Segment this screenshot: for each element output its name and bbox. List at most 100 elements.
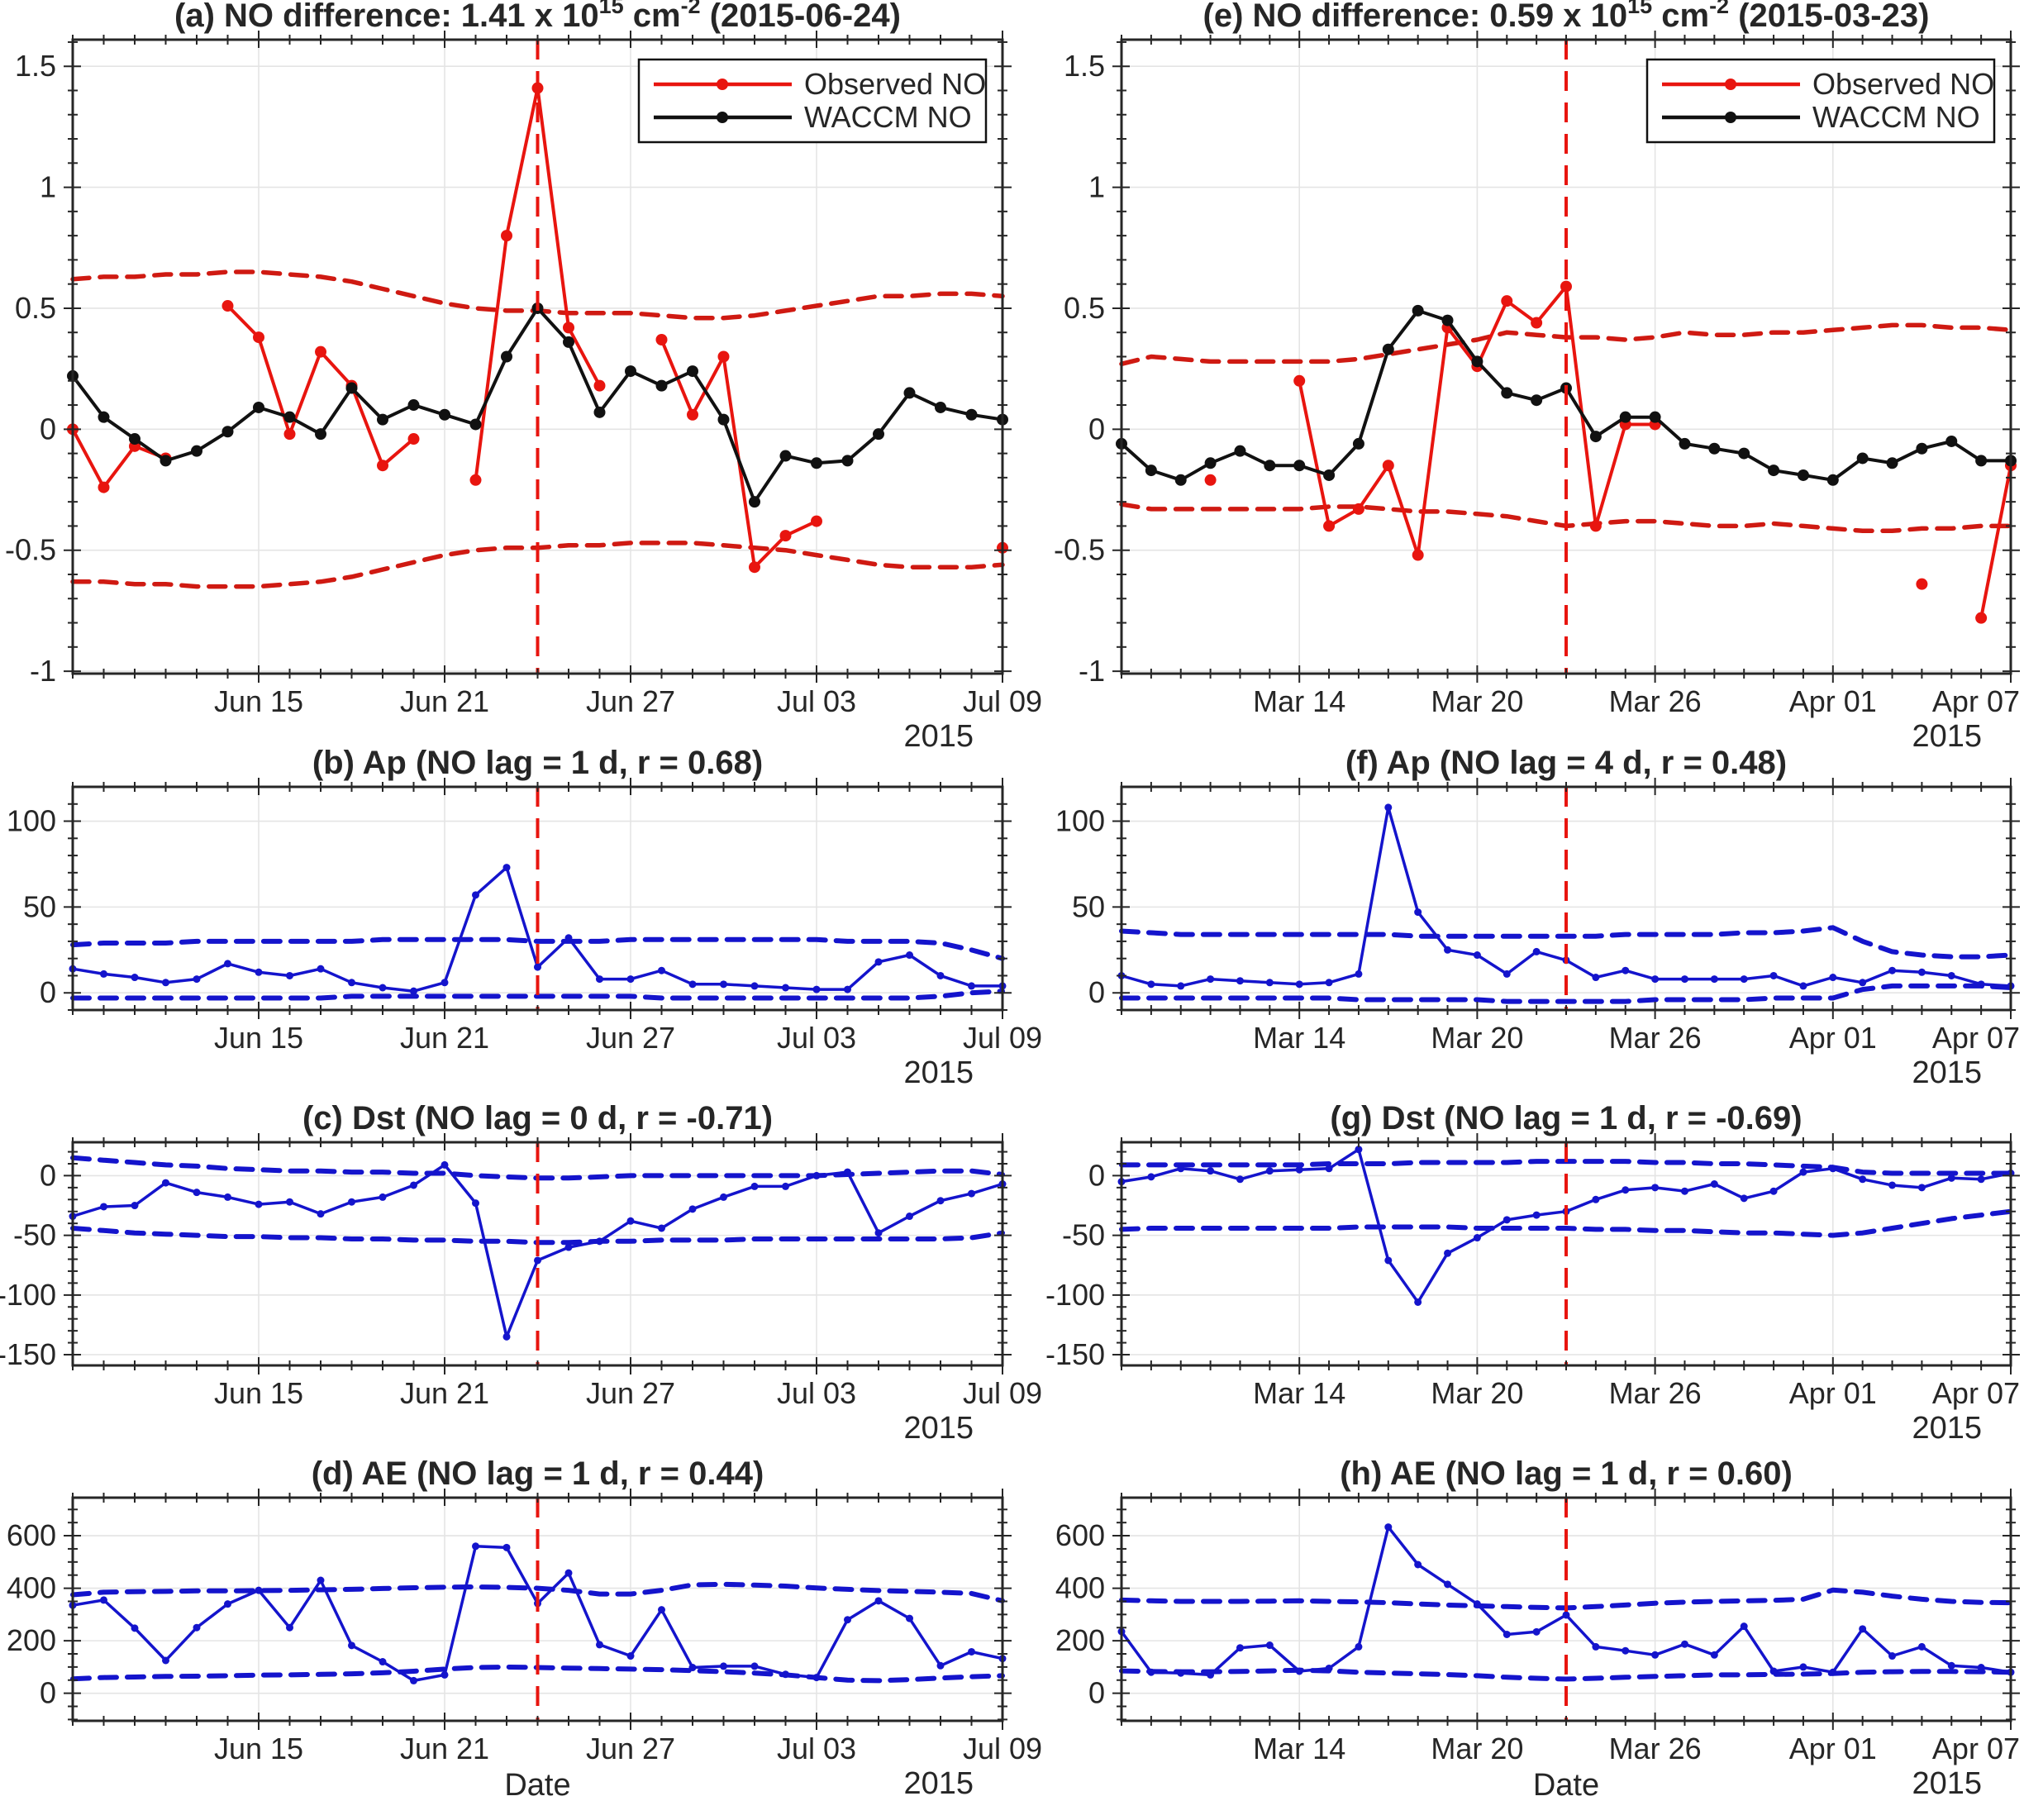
panel-b-marker-index	[224, 960, 231, 968]
panel-c-marker-index	[162, 1179, 169, 1187]
panel-f-marker-index	[1384, 803, 1393, 812]
panel-f-marker-index	[1829, 974, 1837, 982]
panel-b-marker-index	[255, 968, 263, 976]
panel-f-xtick: Mar 14	[1253, 1021, 1345, 1055]
panel-h-marker-index	[1532, 1627, 1541, 1636]
panel-a-xtick: Jun 27	[586, 684, 675, 718]
panel-h-series-lower-bound	[1119, 1667, 2013, 1682]
panel-h-marker-index	[1947, 1661, 1955, 1670]
panel-b-marker-index	[131, 974, 139, 982]
panel-d-marker-index	[596, 1641, 603, 1649]
panel-f-marker-index	[1444, 946, 1452, 954]
panel-c-marker-index	[626, 1217, 635, 1225]
legend-label: WACCM NO	[804, 100, 972, 134]
panel-d-marker-index	[782, 1670, 789, 1679]
panel-a-marker-waccm	[593, 406, 606, 418]
panel-h-marker-index	[1592, 1642, 1600, 1651]
panel-b-marker-index	[658, 966, 665, 974]
panel-h-xtick: Apr 01	[1789, 1732, 1877, 1765]
legend-marker-icon	[717, 112, 728, 123]
panel-e-marker-observed	[1412, 549, 1424, 561]
panel-f-year-label: 2015	[1912, 1055, 1982, 1090]
panel-d-marker-index	[688, 1664, 697, 1672]
panel-f-marker-index	[1295, 980, 1303, 989]
panel-g-marker-index	[1947, 1174, 1955, 1182]
panel-b-marker-index	[782, 984, 789, 992]
panel-a-marker-waccm	[749, 496, 760, 508]
panel-a-marker-waccm	[563, 336, 574, 348]
panel-f-marker-index	[1592, 974, 1600, 982]
panel-b-marker-index	[906, 951, 913, 960]
panel-d-xlabel: Date	[504, 1768, 570, 1803]
panel-e-marker-waccm	[1145, 465, 1157, 477]
panel-b-marker-index	[317, 965, 325, 973]
panel-d-marker-index	[255, 1586, 263, 1594]
panel-c-marker-index	[317, 1210, 325, 1218]
panel-e-marker-observed	[1382, 460, 1394, 472]
panel-f-xtick: Mar 26	[1609, 1021, 1702, 1055]
panel-h-marker-index	[1829, 1668, 1837, 1676]
panel-g-marker-index	[1888, 1181, 1897, 1189]
panel-c-marker-index	[255, 1200, 263, 1208]
panel-f-xtick: Apr 07	[1932, 1021, 2020, 1055]
panel-a-marker-observed	[501, 230, 512, 242]
panel-c-xtick: Jul 03	[777, 1376, 856, 1410]
panel-e-marker-observed	[1323, 520, 1336, 532]
panel-a-marker-observed	[811, 515, 822, 527]
panel-g-marker-index	[1355, 1146, 1363, 1154]
panel-f-marker-index	[1917, 968, 1926, 976]
panel-h-xtick: Mar 26	[1609, 1732, 1702, 1765]
panel-c-marker-index	[906, 1213, 913, 1221]
panel-f-marker-index	[1977, 980, 1985, 989]
panel-g-marker-index	[1917, 1184, 1926, 1192]
panel-b-marker-index	[534, 963, 541, 971]
panel-c-marker-index	[410, 1181, 417, 1189]
panel-g-marker-index	[1147, 1173, 1155, 1181]
panel-e-marker-waccm	[1649, 411, 1661, 423]
panel-h-marker-index	[1740, 1622, 1748, 1631]
panel-b-title: (b) Ap (NO lag = 1 d, r = 0.68)	[312, 745, 763, 781]
panel-g-ytick: 0	[1088, 1158, 1105, 1192]
panel-g-marker-index	[1740, 1194, 1748, 1203]
panel-b-marker-index	[812, 985, 821, 993]
panel-f-marker-index	[1236, 977, 1244, 985]
panel-g-series-upper-bound	[1119, 1159, 2013, 1176]
panel-a-ytick: -1	[30, 654, 56, 688]
panel-d-marker-index	[224, 1600, 231, 1608]
panel-f-marker-index	[1799, 982, 1807, 990]
panel-e-marker-observed	[1204, 474, 1217, 486]
panel-d-marker-index	[502, 1543, 511, 1551]
panel-d-marker-index	[564, 1569, 573, 1577]
panel-b-marker-index	[100, 970, 107, 978]
panel-a-marker-observed	[283, 428, 296, 441]
panel-a-marker-waccm	[469, 418, 482, 431]
panel-e-marker-waccm	[1471, 355, 1483, 368]
panel-g-ytick: -100	[1045, 1278, 1105, 1312]
panel-g-marker-index	[1414, 1298, 1422, 1306]
panel-d-marker-index	[874, 1597, 883, 1605]
panel-a-marker-observed	[253, 331, 264, 344]
panel-e-marker-waccm	[1174, 474, 1187, 486]
panel-a-marker-waccm	[687, 365, 698, 378]
legend-label: Observed NO	[1812, 67, 1994, 101]
panel-b-marker-index	[626, 975, 635, 984]
legend-marker-icon	[1725, 112, 1736, 123]
panel-d-year-label: 2015	[903, 1766, 974, 1801]
panel-c-marker-index	[596, 1237, 603, 1246]
panel-e-ytick: 0	[1088, 412, 1105, 445]
panel-h-marker-index	[1414, 1560, 1422, 1569]
panel-a-marker-waccm	[253, 401, 264, 413]
panel-d-marker-index	[750, 1662, 759, 1670]
panel-f: 0 50 100 Mar 14 Mar 20 Mar 26 Apr 01 Apr 072015…	[1055, 745, 2020, 1090]
panel-a-xtick: Jun 15	[214, 684, 303, 718]
panel-g-marker-index	[1622, 1186, 1630, 1194]
panel-h-marker-index	[1384, 1523, 1393, 1532]
panel-a-marker-observed	[315, 345, 326, 358]
panel-b-series-upper-bound	[70, 936, 1005, 961]
legend-marker-icon	[1725, 79, 1736, 90]
panel-e-marker-waccm	[1916, 442, 1928, 455]
panel-b-marker-index	[936, 971, 945, 979]
panel-c-marker-index	[441, 1160, 449, 1169]
panel-c-ytick: -150	[0, 1337, 56, 1371]
